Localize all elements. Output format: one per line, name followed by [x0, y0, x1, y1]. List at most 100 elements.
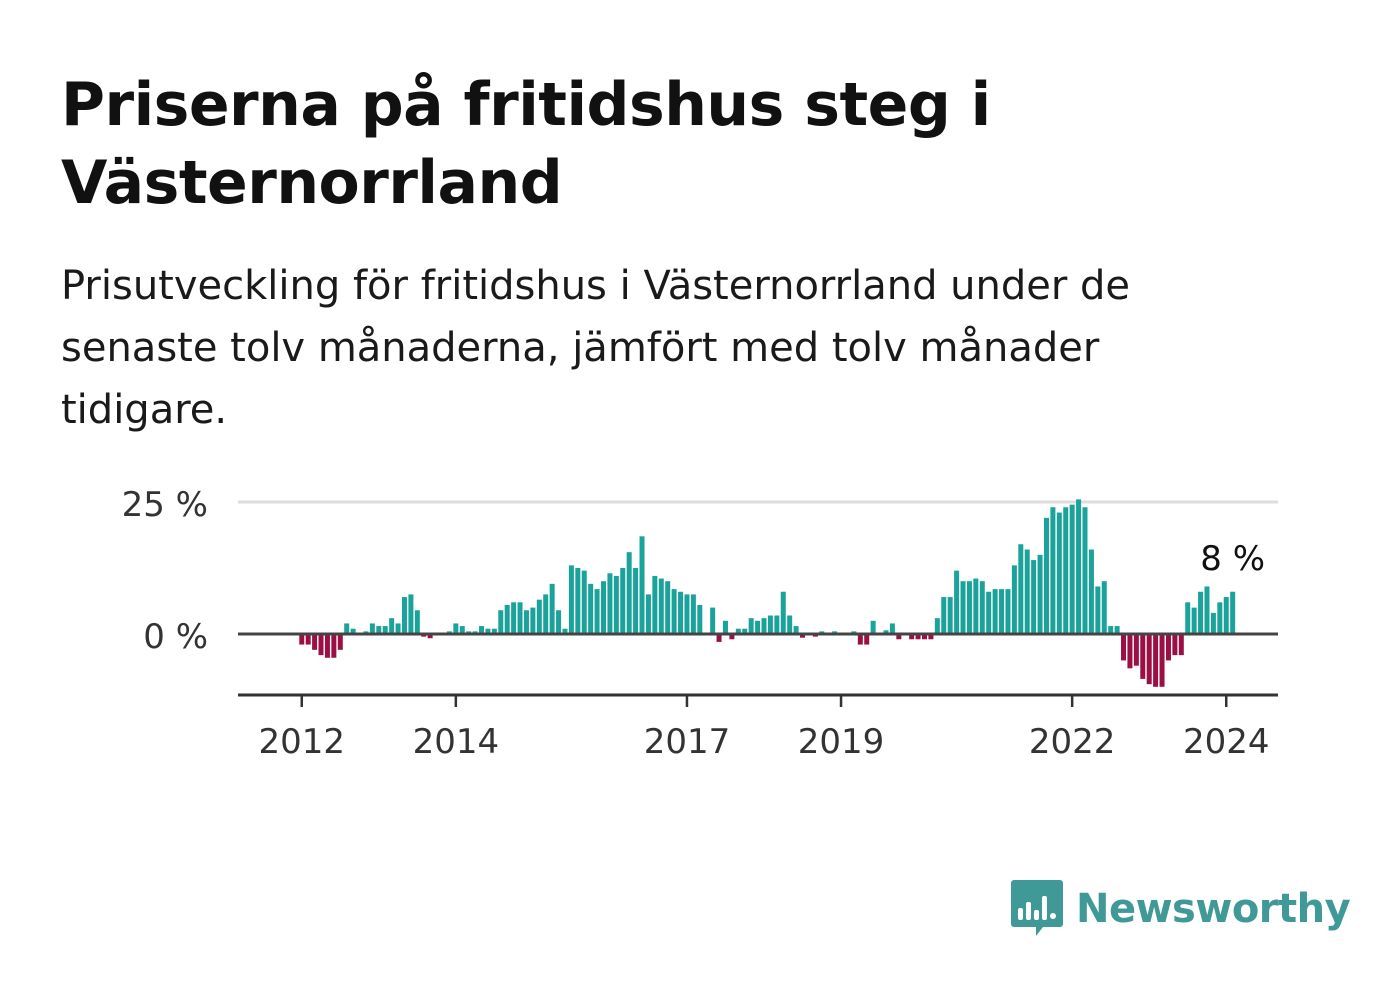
- bar: [498, 610, 504, 634]
- bar: [382, 626, 388, 634]
- bar: [1230, 591, 1236, 634]
- bar: [588, 583, 594, 634]
- y-tick-label: 25 %: [122, 485, 208, 525]
- bar: [1024, 549, 1030, 634]
- bar: [639, 536, 645, 634]
- bar: [979, 581, 985, 634]
- bar: [479, 626, 485, 634]
- bar: [992, 589, 998, 634]
- bar: [665, 581, 671, 634]
- bar: [966, 581, 972, 634]
- bar: [1127, 634, 1133, 669]
- chart-bars: [299, 499, 1236, 687]
- bar: [389, 618, 395, 634]
- bar: [369, 623, 375, 634]
- bar: [626, 552, 632, 634]
- brand-name: Newsworthy: [1076, 886, 1351, 932]
- bar: [543, 594, 549, 634]
- bar: [774, 615, 780, 634]
- bar: [601, 581, 606, 634]
- chart-axes: [238, 632, 1278, 707]
- bar-chart-speech-bubble-icon: [1011, 880, 1063, 936]
- bar: [1005, 589, 1011, 634]
- bar: [889, 623, 895, 634]
- bar: [562, 628, 568, 634]
- bar: [1140, 634, 1146, 679]
- bar: [1172, 634, 1178, 656]
- bar: [857, 634, 863, 645]
- bar: [1037, 554, 1043, 634]
- bar: [1082, 507, 1088, 634]
- bar: [1223, 597, 1229, 634]
- bar: [793, 626, 799, 634]
- x-tick-label: 2022: [1029, 722, 1116, 762]
- bar: [530, 607, 536, 634]
- bar: [517, 602, 523, 634]
- bar: [928, 634, 934, 640]
- bar: [1133, 634, 1139, 666]
- bar: [710, 607, 716, 634]
- bar: [318, 634, 324, 656]
- bar: [1178, 634, 1184, 656]
- bar: [645, 594, 651, 634]
- bar: [299, 634, 305, 645]
- bar: [1069, 504, 1075, 634]
- bar: [491, 628, 497, 634]
- y-tick-label: 0 %: [143, 617, 208, 657]
- bar: [1011, 565, 1017, 634]
- bar: [633, 568, 639, 634]
- bar: [549, 583, 555, 634]
- bar: [511, 602, 517, 634]
- page-subtitle: Prisutveckling för fritidshus i Västerno…: [61, 263, 1131, 433]
- chart-labels: 0 % 25 % 2012 2014 2017 2019 2022 2024 8 %: [122, 485, 1270, 762]
- bar: [870, 620, 876, 634]
- bar: [864, 634, 870, 645]
- bar: [485, 628, 491, 634]
- bar: [1018, 544, 1024, 634]
- bar: [1063, 507, 1069, 634]
- bar: [613, 575, 619, 634]
- bar: [922, 634, 927, 640]
- bar: [414, 610, 420, 634]
- bar: [767, 615, 773, 634]
- bar: [568, 565, 574, 634]
- bar: [459, 626, 465, 634]
- bar: [523, 610, 529, 634]
- x-tick-label: 2014: [413, 722, 500, 762]
- bar: [755, 620, 761, 634]
- bar: [504, 604, 510, 634]
- bar: [401, 597, 407, 634]
- bar: [1114, 626, 1120, 634]
- bar: [735, 628, 741, 634]
- x-tick-label: 2017: [644, 722, 731, 762]
- bar: [1031, 560, 1037, 634]
- bar: [1050, 507, 1056, 634]
- bar: [960, 581, 966, 634]
- bar: [1056, 512, 1062, 634]
- bar: [331, 634, 337, 658]
- bar: [1101, 581, 1107, 634]
- bar: [1153, 634, 1159, 687]
- bar: [915, 634, 921, 640]
- bar: [1088, 549, 1094, 634]
- bar: [658, 578, 664, 634]
- bar: [1165, 634, 1171, 661]
- bar: [427, 634, 433, 639]
- bar: [594, 589, 600, 634]
- bar: [883, 630, 889, 634]
- bar: [1076, 499, 1082, 634]
- bar: [800, 634, 806, 638]
- x-tick-label: 2012: [258, 722, 345, 762]
- bar: [408, 594, 414, 634]
- bar: [729, 634, 735, 640]
- bar: [999, 589, 1005, 634]
- bar: [1043, 517, 1049, 634]
- bar: [1210, 612, 1216, 634]
- bar: [947, 597, 953, 634]
- last-value-label: 8 %: [1200, 539, 1265, 579]
- bar: [909, 634, 915, 640]
- bar: [748, 618, 754, 634]
- bar: [973, 578, 979, 634]
- bar: [1146, 634, 1152, 685]
